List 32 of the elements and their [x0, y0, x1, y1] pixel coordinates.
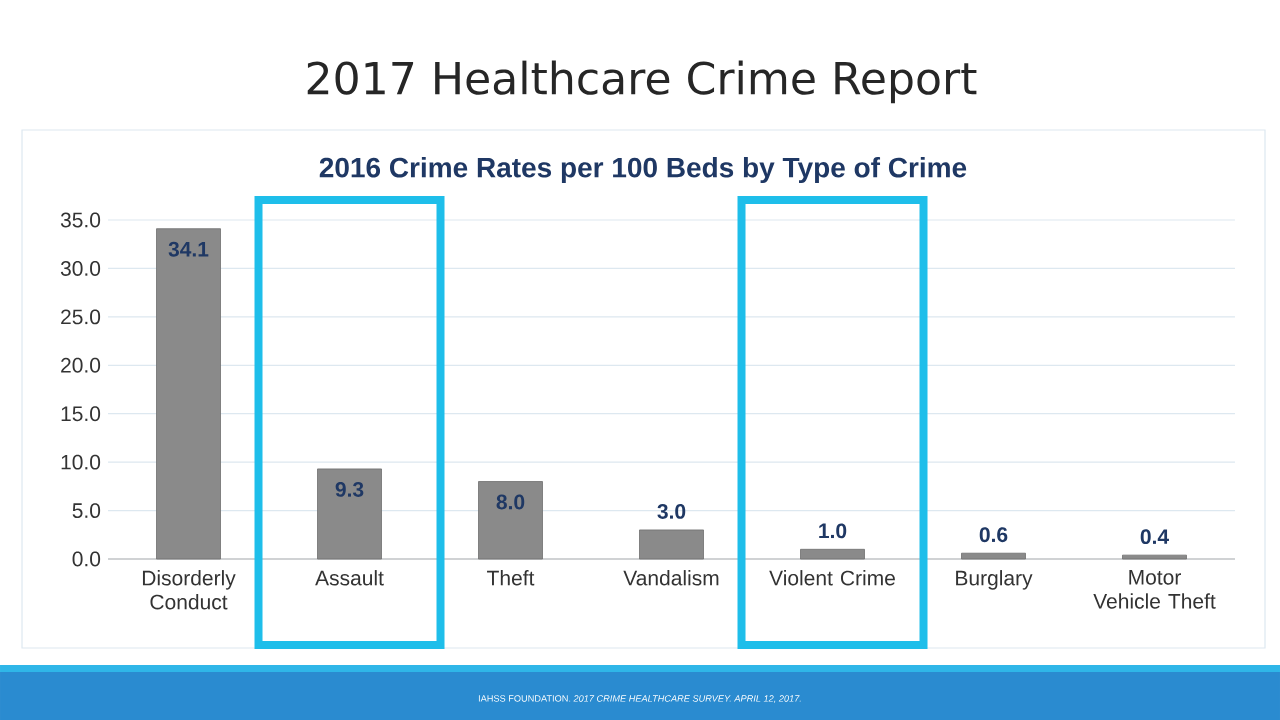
x-tick-label: Assault	[315, 570, 384, 586]
x-tick-label: Violent Crime	[769, 570, 895, 586]
bar	[478, 481, 543, 560]
y-tick-label: 20.0	[61, 357, 101, 373]
y-tick-label: 15.0	[61, 406, 101, 422]
x-tick-label: Motor Vehicle Theft	[1093, 570, 1216, 609]
y-tick-label: 30.0	[60, 261, 101, 276]
data-label: 1.0	[819, 523, 847, 539]
bar	[156, 228, 221, 560]
data-label: 0.6	[979, 527, 1008, 543]
x-tick-label: Burglary	[956, 570, 1033, 590]
y-tick-label: 10.0	[61, 454, 101, 470]
y-tick-label: 35.0	[60, 212, 101, 228]
x-tick-label: Disorderly Conduct	[142, 570, 236, 610]
y-tick-label: 5.0	[72, 503, 101, 519]
bar	[317, 468, 382, 560]
bar	[639, 529, 704, 560]
data-label: 0.4	[1140, 529, 1169, 545]
data-label: 3.0	[657, 503, 686, 519]
text: IAHSS FOUNDATION. 2017 CRIME HEALTHCARE SURVEY. APRIL 12, 2017.	[478, 695, 801, 703]
data-label: 34.1	[168, 241, 209, 257]
bar	[961, 552, 1026, 560]
data-label: 8.0	[496, 494, 525, 510]
bar	[800, 548, 865, 560]
data-label: 9.3	[335, 482, 364, 497]
x-tick-label: Theft	[487, 570, 535, 586]
chart-title: 2017 Healthcare Crime Report	[307, 60, 977, 104]
bar	[1122, 554, 1187, 560]
chart-subtitle: 2016 Crime Rates per 100 Beds by Type of Crime	[319, 156, 967, 184]
x-tick-label: Vandalism	[623, 570, 719, 586]
y-tick-label: 25.0	[61, 309, 101, 325]
y-tick-label: 0.0	[72, 551, 101, 567]
